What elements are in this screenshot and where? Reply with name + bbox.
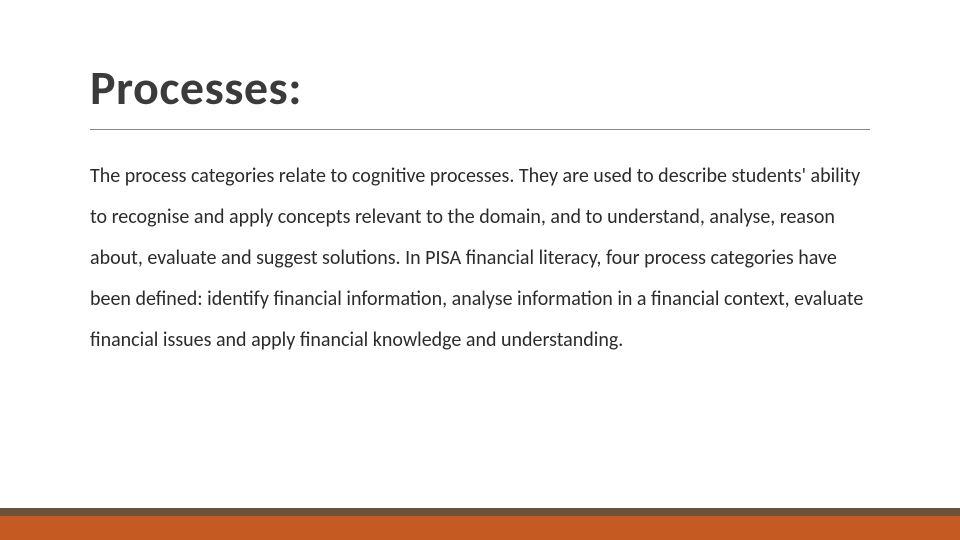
slide-container: Processes: The process categories relate… xyxy=(0,0,960,540)
footer-bar xyxy=(0,508,960,540)
footer-bar-top xyxy=(0,508,960,516)
slide-title: Processes: xyxy=(90,58,870,130)
footer-bar-bottom xyxy=(0,516,960,540)
slide-body-text: The process categories relate to cogniti… xyxy=(90,156,870,361)
